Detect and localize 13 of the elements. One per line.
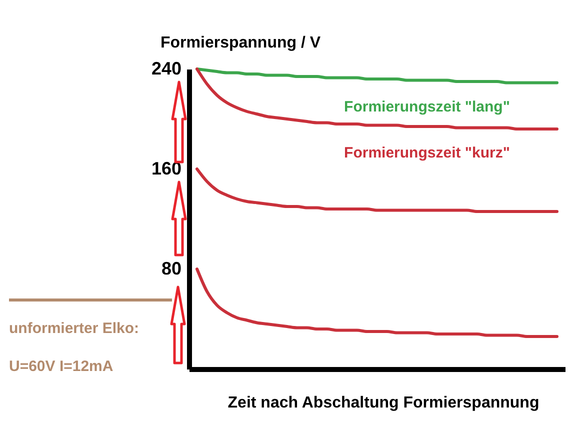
y-axis-title: Formierspannung / V [160,34,321,52]
y-tick-label: 160 [151,158,182,178]
line-series [196,68,558,84]
y-tick-label: 240 [151,58,182,78]
x-axis-title: Zeit nach Abschaltung Formierspannung [228,394,540,412]
series-label: Formierungszeit "kurz" [344,144,510,162]
line-series [196,268,558,338]
text: unformierter Elko: [9,320,140,337]
series-label: Formierungszeit "lang" [344,98,510,116]
y-tick-label: 80 [161,258,182,278]
line-series [196,168,558,213]
text: U=60V I=12mA [9,358,114,375]
line-series [196,68,558,130]
